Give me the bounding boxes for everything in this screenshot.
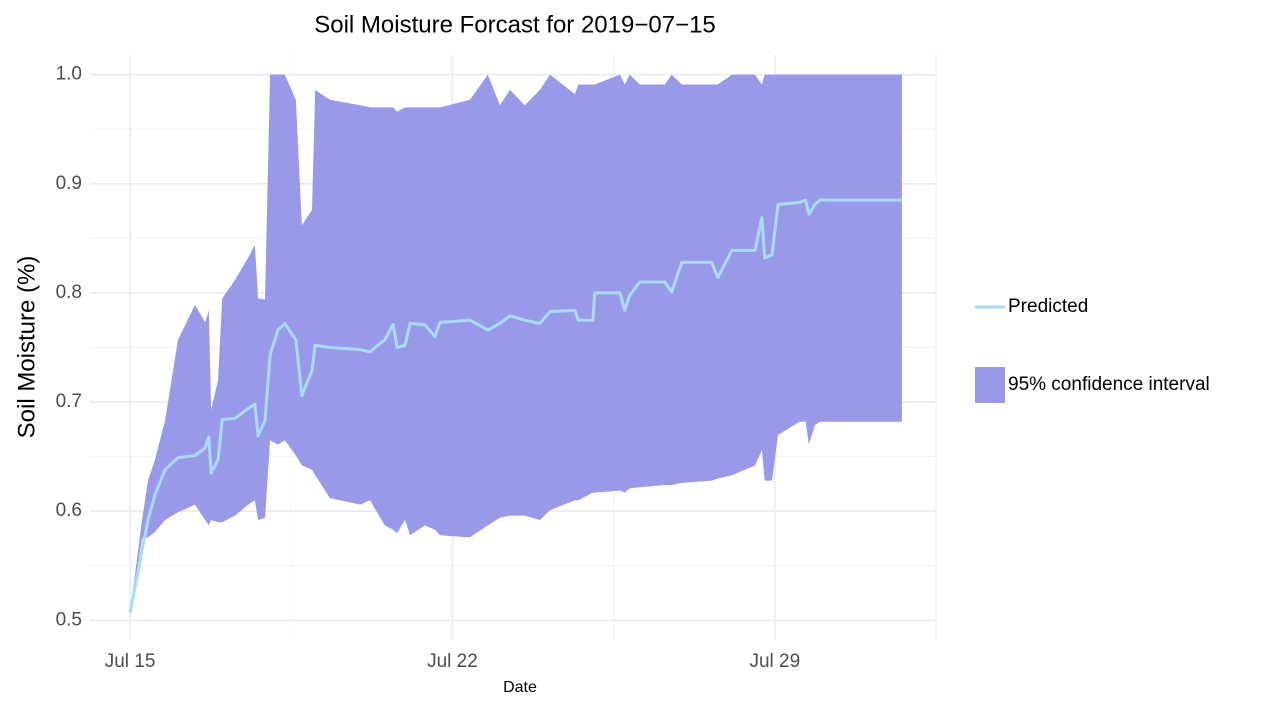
legend-label: 95% confidence interval [1008, 374, 1210, 395]
y-axis-label: Soil Moisture (%) [13, 256, 40, 439]
y-tick-label: 0.6 [56, 500, 82, 521]
x-tick-label: Jul 15 [105, 651, 156, 672]
predicted-line [128, 198, 902, 613]
y-tick-label: 1.0 [56, 64, 82, 85]
y-tick-label: 0.5 [56, 609, 82, 630]
legend-label: Predicted [1008, 296, 1088, 317]
y-tick-label: 0.8 [56, 282, 82, 303]
confidence-band [130, 74, 902, 613]
x-tick-label: Jul 29 [749, 651, 800, 672]
chart-title: Soil Moisture Forcast for 2019−07−15 [314, 11, 716, 38]
x-axis-label: Date [503, 679, 537, 696]
legend-swatch [975, 367, 1005, 403]
y-tick-label: 0.7 [56, 391, 82, 412]
x-tick-label: Jul 22 [427, 651, 478, 672]
y-tick-label: 0.9 [56, 173, 82, 194]
